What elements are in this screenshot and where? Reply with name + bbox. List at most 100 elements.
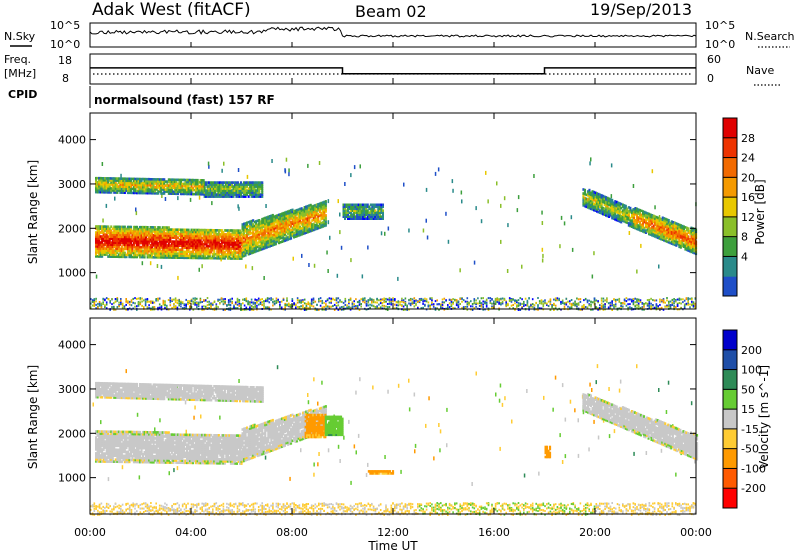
- clutter-cell: [634, 305, 636, 308]
- data-cell: [119, 239, 122, 243]
- data-cell: [132, 189, 135, 193]
- data-cell: [154, 254, 157, 257]
- data-cell: [270, 232, 273, 235]
- data-cell: [137, 247, 140, 251]
- data-cell: [181, 242, 184, 246]
- clutter-cell: [118, 301, 120, 304]
- data-cell: [240, 231, 243, 234]
- data-cell: [299, 209, 302, 213]
- data-cell: [219, 255, 222, 258]
- data-cell: [594, 209, 597, 212]
- data-cell: [114, 247, 117, 250]
- data-cell: [117, 229, 120, 233]
- data-cell: [302, 230, 305, 234]
- data-cell: [357, 205, 360, 209]
- clutter-cell: [553, 309, 555, 311]
- data-cell: [303, 230, 306, 233]
- data-cell: [255, 189, 258, 192]
- scatter-cell: [95, 274, 98, 279]
- data-cell: [279, 215, 282, 218]
- data-cell: [99, 243, 102, 246]
- clutter-cell: [314, 308, 317, 311]
- clutter-cell: [249, 306, 251, 309]
- data-cell: [273, 239, 276, 242]
- clutter-cell: [630, 307, 633, 309]
- data-cell: [276, 230, 279, 233]
- data-cell: [175, 192, 178, 196]
- data-cell: [193, 234, 196, 238]
- data-cell: [105, 185, 108, 188]
- data-cell: [247, 240, 250, 244]
- data-cell: [256, 241, 259, 245]
- data-cell: [227, 195, 230, 198]
- data-cell: [249, 181, 252, 184]
- clutter-cell: [392, 300, 394, 303]
- data-cell: [96, 241, 99, 244]
- data-cell: [190, 242, 193, 246]
- clutter-cell: [620, 305, 622, 307]
- data-cell: [261, 225, 264, 229]
- clutter-cell: [243, 304, 246, 307]
- data-cell: [123, 189, 126, 192]
- data-cell: [201, 181, 204, 184]
- data-cell: [99, 182, 102, 186]
- data-cell: [345, 211, 348, 214]
- data-cell: [235, 239, 238, 242]
- data-cell: [111, 183, 114, 186]
- data-cell: [210, 238, 213, 242]
- data-cell: [308, 204, 311, 207]
- clutter-cell: [125, 300, 127, 303]
- data-cell: [231, 257, 234, 260]
- clutter-cell: [510, 299, 513, 302]
- clutter-cell: [602, 305, 605, 308]
- data-cell: [99, 251, 102, 254]
- clutter-cell: [634, 301, 636, 304]
- clutter-cell: [173, 298, 175, 301]
- data-cell: [374, 215, 377, 218]
- clutter-cell: [461, 300, 463, 303]
- data-cell: [149, 187, 152, 191]
- data-cell: [101, 187, 104, 190]
- data-cell: [297, 216, 300, 219]
- data-cell: [229, 189, 232, 192]
- data-cell: [252, 195, 255, 198]
- data-cell: [593, 198, 596, 202]
- clutter-cell: [199, 299, 202, 301]
- data-cell: [102, 251, 105, 254]
- nsearch-label: N.Search: [745, 30, 795, 43]
- data-cell: [258, 225, 261, 228]
- data-cell: [139, 235, 142, 239]
- data-cell: [190, 250, 193, 254]
- clutter-cell: [351, 302, 354, 305]
- clutter-cell: [590, 305, 592, 308]
- data-cell: [244, 230, 247, 233]
- clutter-cell: [611, 309, 613, 311]
- data-cell: [134, 233, 137, 237]
- data-cell: [167, 238, 170, 241]
- data-cell: [247, 230, 250, 234]
- data-cell: [187, 248, 190, 252]
- data-cell: [173, 186, 176, 189]
- clutter-cell: [487, 308, 490, 311]
- data-cell: [218, 183, 221, 186]
- data-cell: [237, 243, 240, 246]
- data-cell: [136, 245, 139, 249]
- data-cell: [199, 181, 202, 184]
- data-cell: [276, 216, 279, 219]
- data-cell: [368, 207, 371, 211]
- scatter-cell: [120, 173, 122, 178]
- data-cell: [134, 183, 137, 187]
- scatter-cell: [211, 201, 213, 206]
- data-cell: [302, 232, 305, 236]
- data-cell: [586, 198, 589, 201]
- data-cell: [250, 219, 253, 223]
- data-cell: [143, 179, 146, 183]
- data-cell: [239, 233, 242, 236]
- data-cell: [234, 245, 237, 248]
- clutter-cell: [257, 299, 260, 302]
- clutter-cell: [137, 297, 140, 300]
- data-cell: [249, 185, 252, 188]
- data-cell: [173, 228, 176, 231]
- data-cell: [142, 225, 145, 229]
- data-cell: [179, 242, 182, 245]
